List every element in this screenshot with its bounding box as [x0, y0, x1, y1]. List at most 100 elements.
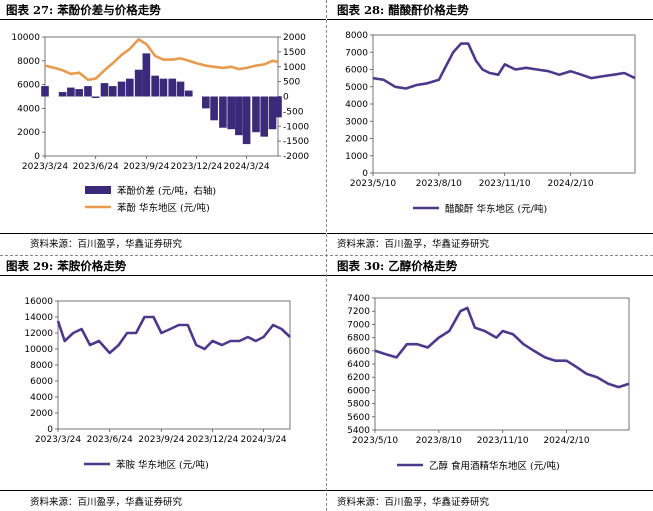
y-tick-label: 3000: [345, 117, 368, 127]
spread-bar: [202, 96, 210, 109]
series-line: [56, 315, 291, 355]
bottom-rule: [0, 233, 326, 234]
y-right-tick-label: -2000: [283, 152, 309, 162]
y-tick-label: 8000: [17, 57, 40, 67]
y-right-tick-label: -500: [283, 107, 304, 117]
panel-title: 图表 28: 醋酸酐价格走势: [337, 3, 469, 17]
y-right-tick-label: 0: [283, 93, 289, 103]
y-right-tick-label: -1000: [283, 122, 309, 132]
source-note: 资料来源：百川盈孚，华鑫证券研究: [337, 497, 490, 508]
spread-bar: [117, 81, 126, 97]
y-tick-label: 6000: [345, 66, 368, 76]
y-tick-label: 16000: [24, 297, 53, 307]
y-tick-label: 0: [34, 152, 40, 162]
spread-bar: [58, 92, 67, 97]
panel-phenol: 图表 27: 苯酚价差与价格走势 0 2000 4000 6000 8000 10000 2…: [0, 0, 326, 255]
legend-label: 苯酚 华东地区 (元/吨): [117, 202, 210, 214]
x-tick-label: 2023/8/10: [416, 179, 462, 189]
spread-bar: [260, 96, 269, 137]
series-line: [372, 42, 636, 90]
y-tick-label: 6000: [17, 81, 40, 91]
spread-bar: [268, 96, 277, 130]
legend-label: 乙醇 食用酒精华东地区 (元/吨): [429, 460, 560, 472]
spread-bar: [100, 83, 109, 97]
legend-label: 醋酸酐 华东地区 (元/吨): [445, 203, 547, 215]
source-note: 资料来源：百川盈孚，华鑫证券研究: [337, 239, 490, 250]
series-line: [44, 38, 279, 82]
spread-bar: [219, 96, 227, 128]
plot-frame: [374, 297, 630, 431]
y-right-tick-label: 1500: [283, 48, 306, 58]
x-tick-label: 2024/2/10: [547, 179, 593, 189]
y-tick-label: 2000: [17, 128, 40, 138]
y-tick-label: 6600: [347, 347, 370, 357]
title-rule: [327, 275, 653, 276]
y-tick-label: 2000: [345, 135, 368, 145]
y-tick-label: 0: [47, 425, 53, 435]
x-tick-label: 2023/5/10: [352, 436, 398, 446]
title-rule: [0, 275, 326, 276]
x-tick-label: 2023/12/24: [187, 435, 239, 445]
y-tick-label: 7400: [347, 294, 370, 304]
x-tick-label: 2024/2/10: [543, 436, 589, 446]
spread-bar: [134, 69, 143, 97]
panel-aniline: 图表 29: 苯胺价格走势 0 2000 4000 6000 8000 10000 1200…: [0, 256, 326, 511]
y-tick-label: 6000: [347, 386, 370, 396]
panel-acetic-anhydride: 图表 28: 醋酸酐价格走势 0 1000 2000 3000 4000 5000 6000…: [327, 0, 653, 255]
y-tick-label: 8000: [345, 31, 368, 41]
x-tick-label: 2023/3/24: [35, 435, 81, 445]
y-tick-label: 0: [362, 169, 368, 179]
title-rule: [327, 19, 653, 20]
y-right-tick-label: 2000: [283, 33, 306, 43]
spread-bar: [235, 96, 243, 136]
bottom-rule: [0, 490, 326, 491]
x-tick-label: 2023/12/24: [171, 162, 223, 172]
title-rule: [0, 19, 326, 20]
y-tick-label: 1000: [345, 152, 368, 162]
y-tick-label: 2000: [30, 409, 53, 419]
spread-bar: [184, 90, 193, 97]
y-right-tick-label: 500: [283, 78, 300, 88]
legend-label: 苯胺 华东地区 (元/吨): [116, 459, 209, 471]
spread-bar: [41, 86, 49, 97]
x-tick-label: 2023/6/24: [73, 162, 119, 172]
x-tick-label: 2023/8/10: [416, 436, 462, 446]
y-tick-label: 10000: [24, 345, 53, 355]
x-tick-label: 2023/9/24: [138, 435, 184, 445]
spread-bar: [151, 75, 159, 97]
y-right-tick-label: 1000: [283, 63, 306, 73]
legend-swatch: [85, 186, 111, 194]
x-tick-label: 2023/6/24: [87, 435, 133, 445]
acetic-anhydride-price-chart: 0 1000 2000 3000 4000 5000 6000 7000 8000 2023/5/…: [345, 31, 636, 215]
x-tick-label: 2024/3/24: [241, 435, 287, 445]
aniline-price-chart: 0 2000 4000 6000 8000 10000 12000 14000 16000 202…: [24, 297, 291, 471]
spread-bar: [176, 81, 185, 97]
panel-title: 图表 27: 苯酚价差与价格走势: [6, 3, 161, 17]
spread-bar: [108, 86, 117, 97]
y-tick-label: 4000: [30, 393, 53, 403]
y-tick-label: 5600: [347, 413, 370, 423]
spread-bar: [84, 86, 92, 97]
legend-label: 苯酚价差 (元/吨，右轴): [117, 185, 216, 197]
x-tick-label: 2023/3/24: [22, 162, 68, 172]
panel-ethanol: 图表 30: 乙醇价格走势 5400 5600 5800 6000 6200 6400 66…: [327, 256, 653, 511]
spread-bar: [91, 96, 100, 98]
spread-bar: [252, 96, 260, 133]
y-right-tick-label: -1500: [283, 137, 309, 147]
x-tick-label: 2023/5/10: [350, 179, 396, 189]
y-tick-label: 6800: [347, 334, 370, 344]
y-tick-label: 10000: [11, 33, 40, 43]
source-note: 资料来源：百川盈孚，华鑫证券研究: [30, 497, 183, 508]
spread-bar: [227, 96, 235, 130]
series-line: [374, 306, 630, 389]
y-tick-label: 6200: [347, 373, 370, 383]
y-tick-label: 7000: [345, 48, 368, 58]
spread-bar: [75, 89, 83, 97]
y-tick-label: 8000: [30, 361, 53, 371]
y-tick-label: 14000: [24, 313, 53, 323]
panel-title: 图表 29: 苯胺价格走势: [6, 259, 127, 273]
spread-bar: [168, 78, 177, 97]
y-tick-label: 7000: [347, 320, 370, 330]
y-tick-label: 5400: [347, 426, 370, 436]
